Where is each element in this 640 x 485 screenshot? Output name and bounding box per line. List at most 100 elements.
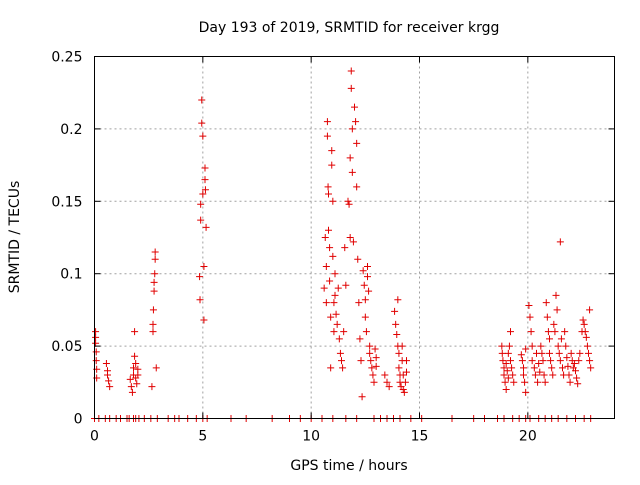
data-point xyxy=(356,335,364,343)
data-point xyxy=(352,118,360,126)
data-point xyxy=(508,364,516,372)
y-tick-label: 0.25 xyxy=(51,50,82,66)
data-point xyxy=(151,248,159,256)
data-point xyxy=(582,333,590,341)
y-axis-label: SRMTID / TECUs xyxy=(7,181,23,294)
data-point xyxy=(366,342,374,350)
data-point xyxy=(346,234,354,241)
data-point xyxy=(579,316,587,324)
data-point xyxy=(321,234,329,241)
data-point xyxy=(403,368,410,376)
data-point xyxy=(383,378,391,386)
data-point xyxy=(345,200,353,208)
data-point xyxy=(559,364,566,372)
data-point xyxy=(127,383,135,391)
data-point xyxy=(587,364,595,372)
data-point xyxy=(354,255,362,263)
data-point xyxy=(556,238,564,246)
data-points xyxy=(91,67,595,422)
data-point xyxy=(327,313,335,321)
data-point xyxy=(347,84,355,92)
data-point xyxy=(132,359,140,367)
data-point xyxy=(370,378,378,386)
data-point xyxy=(149,328,157,336)
data-point xyxy=(199,190,207,198)
data-point xyxy=(329,197,337,205)
data-point xyxy=(150,287,158,295)
data-point xyxy=(556,357,564,365)
data-point xyxy=(554,342,562,350)
data-point xyxy=(573,374,581,382)
data-point xyxy=(201,164,209,172)
data-point xyxy=(500,371,508,379)
data-point xyxy=(199,132,207,140)
data-point xyxy=(547,357,555,365)
data-point xyxy=(499,357,507,365)
data-point xyxy=(576,349,584,357)
y-tick-label: 0.2 xyxy=(60,122,82,138)
data-point xyxy=(394,296,402,304)
data-point xyxy=(540,371,548,379)
data-point xyxy=(348,125,356,133)
data-point xyxy=(149,320,157,328)
data-point xyxy=(342,281,350,289)
data-point xyxy=(92,348,100,356)
data-point xyxy=(126,375,134,383)
data-point xyxy=(504,349,512,357)
grid-lines xyxy=(94,56,615,419)
data-point xyxy=(332,310,340,318)
data-point xyxy=(564,362,572,370)
data-point xyxy=(357,357,365,365)
data-point xyxy=(498,349,506,357)
data-point xyxy=(504,374,512,382)
data-point xyxy=(557,335,565,343)
y-tick-label: 0.15 xyxy=(51,194,82,210)
data-point xyxy=(353,183,361,191)
data-point xyxy=(546,349,553,357)
data-point xyxy=(353,139,361,147)
data-point xyxy=(325,226,332,234)
data-point xyxy=(537,342,545,350)
x-tick-labels: 0 5 10 15 20 xyxy=(90,429,537,445)
data-point xyxy=(551,328,559,336)
data-point xyxy=(331,270,339,278)
data-point xyxy=(323,118,331,126)
data-point xyxy=(570,359,578,367)
data-point xyxy=(201,186,209,194)
x-tick-label: 10 xyxy=(302,429,320,445)
data-point xyxy=(340,328,348,336)
data-point xyxy=(329,252,337,260)
x-tick-label: 20 xyxy=(519,429,537,445)
data-point xyxy=(517,351,525,359)
data-point xyxy=(341,244,349,252)
data-point xyxy=(583,342,591,350)
data-point xyxy=(520,364,527,372)
data-point xyxy=(344,197,352,205)
data-point xyxy=(535,359,543,367)
data-point xyxy=(541,378,549,386)
data-point xyxy=(346,154,354,162)
plot-frame xyxy=(94,56,615,419)
data-point xyxy=(510,378,518,386)
data-point xyxy=(322,299,330,307)
data-point xyxy=(381,371,389,379)
x-tick-label: 5 xyxy=(198,429,207,445)
data-point xyxy=(522,345,530,353)
data-point xyxy=(330,299,338,307)
data-point xyxy=(543,313,551,321)
data-point xyxy=(336,349,344,357)
data-point xyxy=(326,244,334,252)
data-point xyxy=(372,362,380,370)
data-point xyxy=(401,378,409,386)
data-point xyxy=(372,354,380,362)
data-point xyxy=(555,349,563,357)
data-point xyxy=(200,316,208,324)
data-point xyxy=(324,183,332,191)
data-point xyxy=(536,368,544,376)
data-point xyxy=(552,291,560,299)
data-point xyxy=(202,223,210,231)
data-point xyxy=(328,161,336,169)
data-point xyxy=(339,364,347,372)
data-point xyxy=(400,388,408,396)
data-point xyxy=(546,335,553,343)
